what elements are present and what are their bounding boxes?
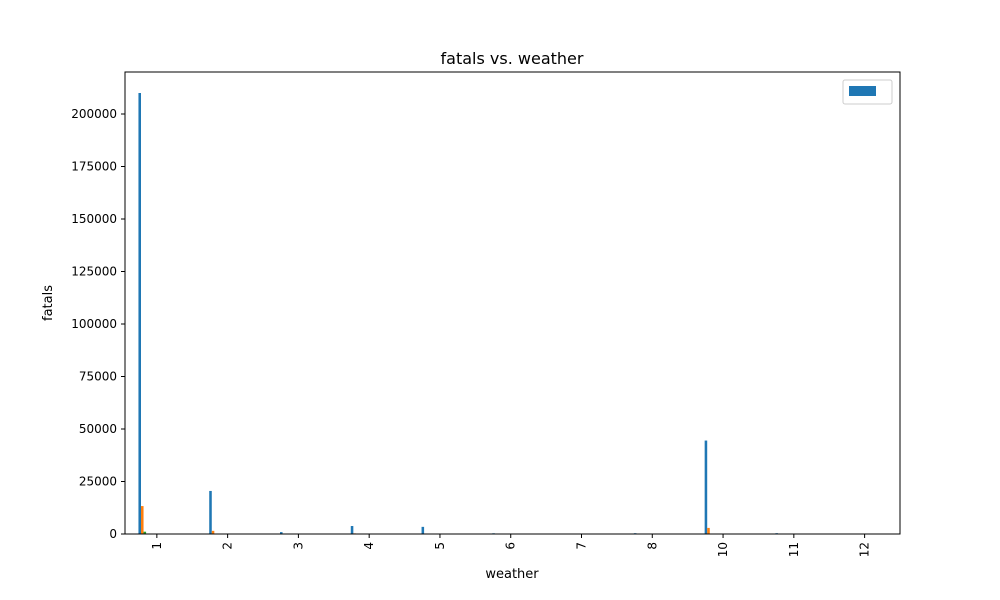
y-tick-label: 25000 xyxy=(79,475,117,489)
y-tick-label: 200000 xyxy=(71,107,117,121)
x-tick-label: 4 xyxy=(362,542,376,550)
bar-series-2-cat-1 xyxy=(140,506,144,534)
plot-frame xyxy=(124,71,901,535)
chart-title: fatals vs. weather xyxy=(441,49,584,68)
bar-series-2-cat-10 xyxy=(707,527,710,534)
y-tick-label: 150000 xyxy=(71,212,117,226)
bar-series-1-cat-4 xyxy=(350,526,354,534)
x-tick-label: 1 xyxy=(150,542,164,550)
x-axis-title: weather xyxy=(485,567,539,582)
y-tick-label: 0 xyxy=(109,527,117,541)
bars-layer xyxy=(138,93,784,534)
bar-series-1-cat-3 xyxy=(280,532,283,534)
legend xyxy=(842,79,893,105)
bar-series-1-cat-2 xyxy=(209,490,212,534)
x-tick-label: 10 xyxy=(716,542,730,557)
x-tick-label: 7 xyxy=(575,542,589,550)
y-tick-label: 100000 xyxy=(71,317,117,331)
x-tick-label: 12 xyxy=(858,542,872,557)
bar-series-2-cat-2 xyxy=(211,530,215,534)
bar-series-1-cat-5 xyxy=(421,526,425,534)
y-tick-label: 50000 xyxy=(79,422,117,436)
x-tick-label: 11 xyxy=(787,542,801,557)
legend-swatch xyxy=(849,86,876,96)
y-axis-title: fatals xyxy=(41,285,56,321)
y-tick-label: 175000 xyxy=(71,160,117,174)
y-axis: 0 25000 50000 75000 100000 125000 150000 175000… xyxy=(71,107,125,541)
x-tick-label: 2 xyxy=(221,542,235,550)
bar-series-1-cat-10 xyxy=(704,440,708,534)
x-tick-label: 6 xyxy=(504,542,518,550)
bar-series-3-cat-1 xyxy=(143,531,147,534)
x-tick-label: 3 xyxy=(291,542,305,550)
x-tick-label: 8 xyxy=(645,542,659,550)
x-axis: 1 2 3 4 5 6 7 8 10 11 12 xyxy=(150,534,872,557)
y-tick-label: 75000 xyxy=(79,370,117,384)
x-tick-label: 5 xyxy=(433,542,447,550)
bar-series-1-cat-1 xyxy=(138,93,141,534)
y-tick-label: 125000 xyxy=(71,265,117,279)
